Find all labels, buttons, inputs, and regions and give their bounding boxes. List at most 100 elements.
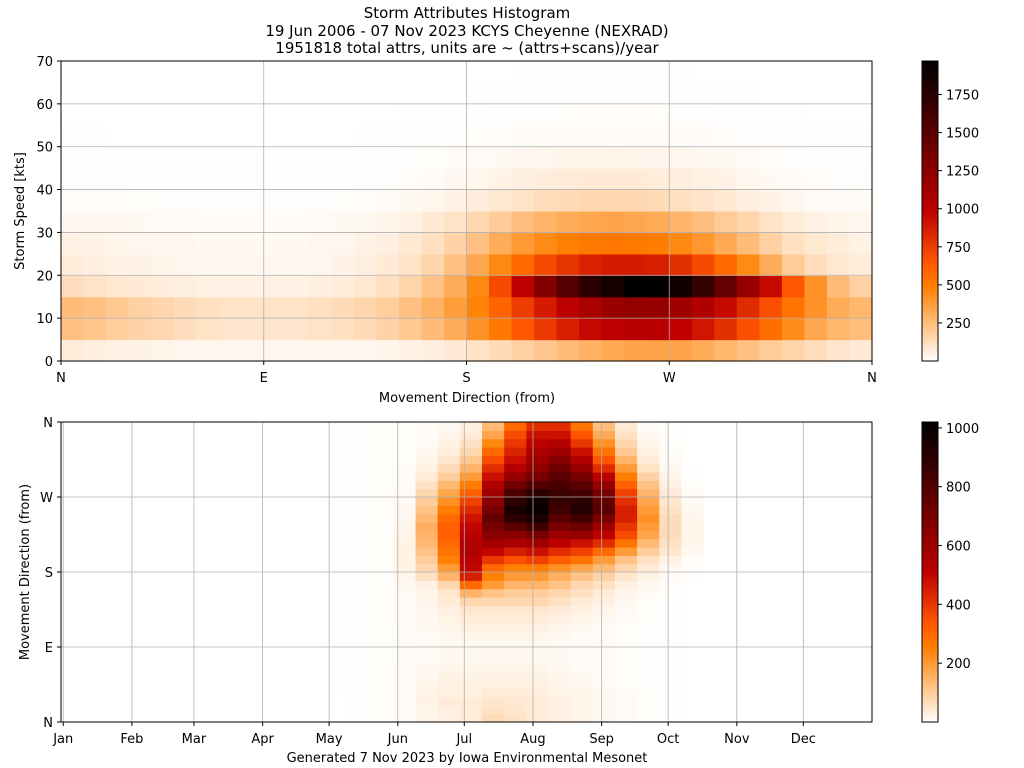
bottom-colorbar-segment [922,521,938,525]
bottom-heatmap-cell [681,488,705,498]
bottom-heatmap-cell [592,472,616,481]
bottom-heatmap-cell [193,547,217,556]
bottom-heatmap-cell [592,447,616,456]
bottom-heatmap-cell [193,597,217,606]
bottom-heatmap-cell [61,713,84,723]
top-colorbar-segment [922,190,938,194]
top-heatmap-cell [534,168,558,191]
bottom-heatmap-cell [149,580,173,590]
bottom-heatmap-cell [105,638,129,648]
bottom-heatmap-cell [393,638,417,648]
bottom-heatmap-cell [526,488,550,498]
bottom-heatmap-cell [681,455,705,465]
bottom-heatmap-cell [770,688,793,698]
top-heatmap-cell [579,232,603,255]
top-heatmap-cell [83,103,107,126]
bottom-heatmap-cell [371,563,394,573]
bottom-heatmap-cell [504,605,527,615]
top-heatmap-cell [714,103,738,126]
bottom-heatmap-cell [770,530,793,540]
top-heatmap-cell [804,189,828,212]
bottom-heatmap-cell [747,530,771,540]
bottom-heatmap-cell [681,555,705,565]
top-heatmap-cell [61,275,85,298]
bottom-heatmap-cell [526,688,550,698]
top-heatmap-cell [534,82,558,105]
bottom-heatmap-cell [836,530,860,540]
bottom-heatmap-cell [770,630,793,640]
top-heatmap-cell [286,82,310,105]
bottom-heatmap-cell [681,480,705,490]
bottom-heatmap-cell [216,538,239,548]
bottom-heatmap-cell [592,613,616,623]
bottom-heatmap-cell [282,513,306,523]
bottom-heatmap-cell [349,663,372,673]
bottom-heatmap-cell [504,688,527,698]
top-heatmap-cell [128,103,152,126]
bottom-heatmap-cell [659,680,683,690]
bottom-heatmap-cell [238,530,262,540]
bottom-heatmap-cell [83,605,106,615]
bottom-heatmap-cell [614,480,638,490]
bottom-heatmap-cell [371,580,394,590]
bottom-heatmap-cell [371,688,394,698]
bottom-heatmap-cell [437,563,461,573]
top-heatmap-cell [128,253,152,276]
bottom-heatmap-cell [814,713,838,723]
top-colorbar-segment [922,301,938,305]
top-heatmap-cell [669,125,693,148]
bottom-x-tick-label: Jan [52,732,73,747]
bottom-colorbar-segment [922,476,938,480]
bottom-heatmap-cell [459,522,483,531]
bottom-heatmap-cell [216,605,239,615]
bottom-heatmap-cell [61,672,84,681]
bottom-heatmap-cell [858,622,873,631]
bottom-heatmap-cell [681,563,705,573]
bottom-heatmap-cell [393,697,417,706]
bottom-heatmap-cell [371,647,394,656]
bottom-heatmap-cell [61,488,84,498]
bottom-heatmap-cell [747,613,771,623]
bottom-heatmap-cell [304,597,328,606]
bottom-heatmap-cell [61,422,84,431]
top-colorbar-segment [922,259,938,263]
bottom-heatmap-cell [193,463,217,473]
top-heatmap-cell [781,296,806,319]
bottom-heatmap-cell [504,555,527,565]
bottom-heatmap-cell [814,672,838,681]
bottom-heatmap-cell [836,597,860,606]
bottom-y-tick-label: W [40,491,53,506]
bottom-heatmap-cell [216,655,239,665]
top-heatmap-cell [736,275,760,298]
top-heatmap-cell [489,296,513,319]
top-heatmap-cell [826,275,851,298]
bottom-heatmap-cell [326,555,350,565]
bottom-heatmap-cell [83,563,106,573]
bottom-heatmap-cell [482,580,505,590]
bottom-heatmap-cell [614,455,638,465]
top-heatmap-cell [443,232,468,255]
bottom-heatmap-cell [326,563,350,573]
bottom-heatmap-cell [747,638,771,648]
bottom-heatmap-cell [371,438,394,448]
top-heatmap-cell [759,61,783,84]
bottom-heatmap-cell [371,588,394,598]
bottom-heatmap-cell [770,555,793,565]
bottom-x-tick-label: Nov [724,732,750,747]
bottom-heatmap-cell [548,522,572,531]
bottom-heatmap-cell [504,522,527,531]
bottom-colorbar-segment [922,563,938,567]
bottom-heatmap-cell [193,680,217,690]
bottom-colorbar-segment [922,485,938,489]
bottom-heatmap-cell [415,547,439,556]
bottom-heatmap-cell [592,697,616,706]
bottom-heatmap-cell [349,455,372,465]
bottom-heatmap-cell [482,555,505,565]
top-heatmap-cell [759,296,783,319]
bottom-heatmap-cell [149,555,173,565]
bottom-heatmap-cell [637,555,660,565]
top-heatmap-cell [61,61,85,84]
bottom-heatmap-cell [216,447,239,456]
bottom-heatmap-cell [858,555,873,565]
bottom-heatmap-cell [304,688,328,698]
